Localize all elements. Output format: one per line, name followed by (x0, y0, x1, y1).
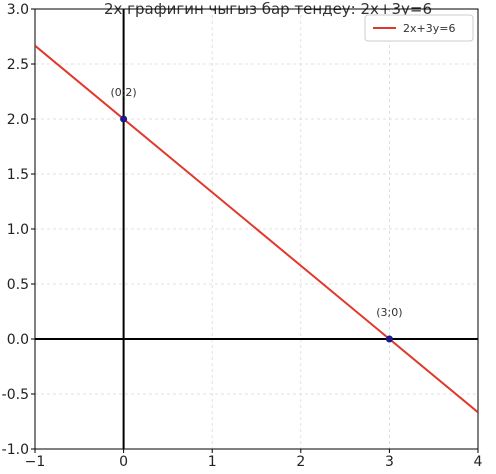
y-tick-label: 0.0 (7, 332, 29, 348)
y-tick-label: 3.0 (7, 2, 29, 18)
series-line (35, 44, 478, 414)
data-point (385, 335, 393, 343)
legend: 2x+3y=6 (364, 14, 474, 42)
series-group (35, 44, 478, 414)
point-label: (3;0) (376, 306, 402, 319)
y-tick-label: 1.5 (7, 167, 29, 183)
y-tick-label: 0.5 (7, 277, 29, 293)
x-tick-label: 1 (208, 454, 217, 470)
x-tick-label: 3 (385, 454, 394, 470)
x-tick-label: 4 (474, 454, 483, 470)
y-tick-label: 2.0 (7, 112, 29, 128)
y-tick-label: 1.0 (7, 222, 29, 238)
x-tick-label: −1 (25, 454, 46, 470)
y-tick-label: -1.0 (2, 442, 29, 458)
x-tick-label: 0 (119, 454, 128, 470)
legend-label: 2x+3y=6 (403, 22, 455, 35)
y-tick-label: -0.5 (2, 387, 29, 403)
x-tick-label: 2 (296, 454, 305, 470)
y-tick-label: 2.5 (7, 57, 29, 73)
legend-box (364, 14, 474, 42)
point-label: (0;2) (110, 86, 136, 99)
data-point (120, 115, 128, 123)
